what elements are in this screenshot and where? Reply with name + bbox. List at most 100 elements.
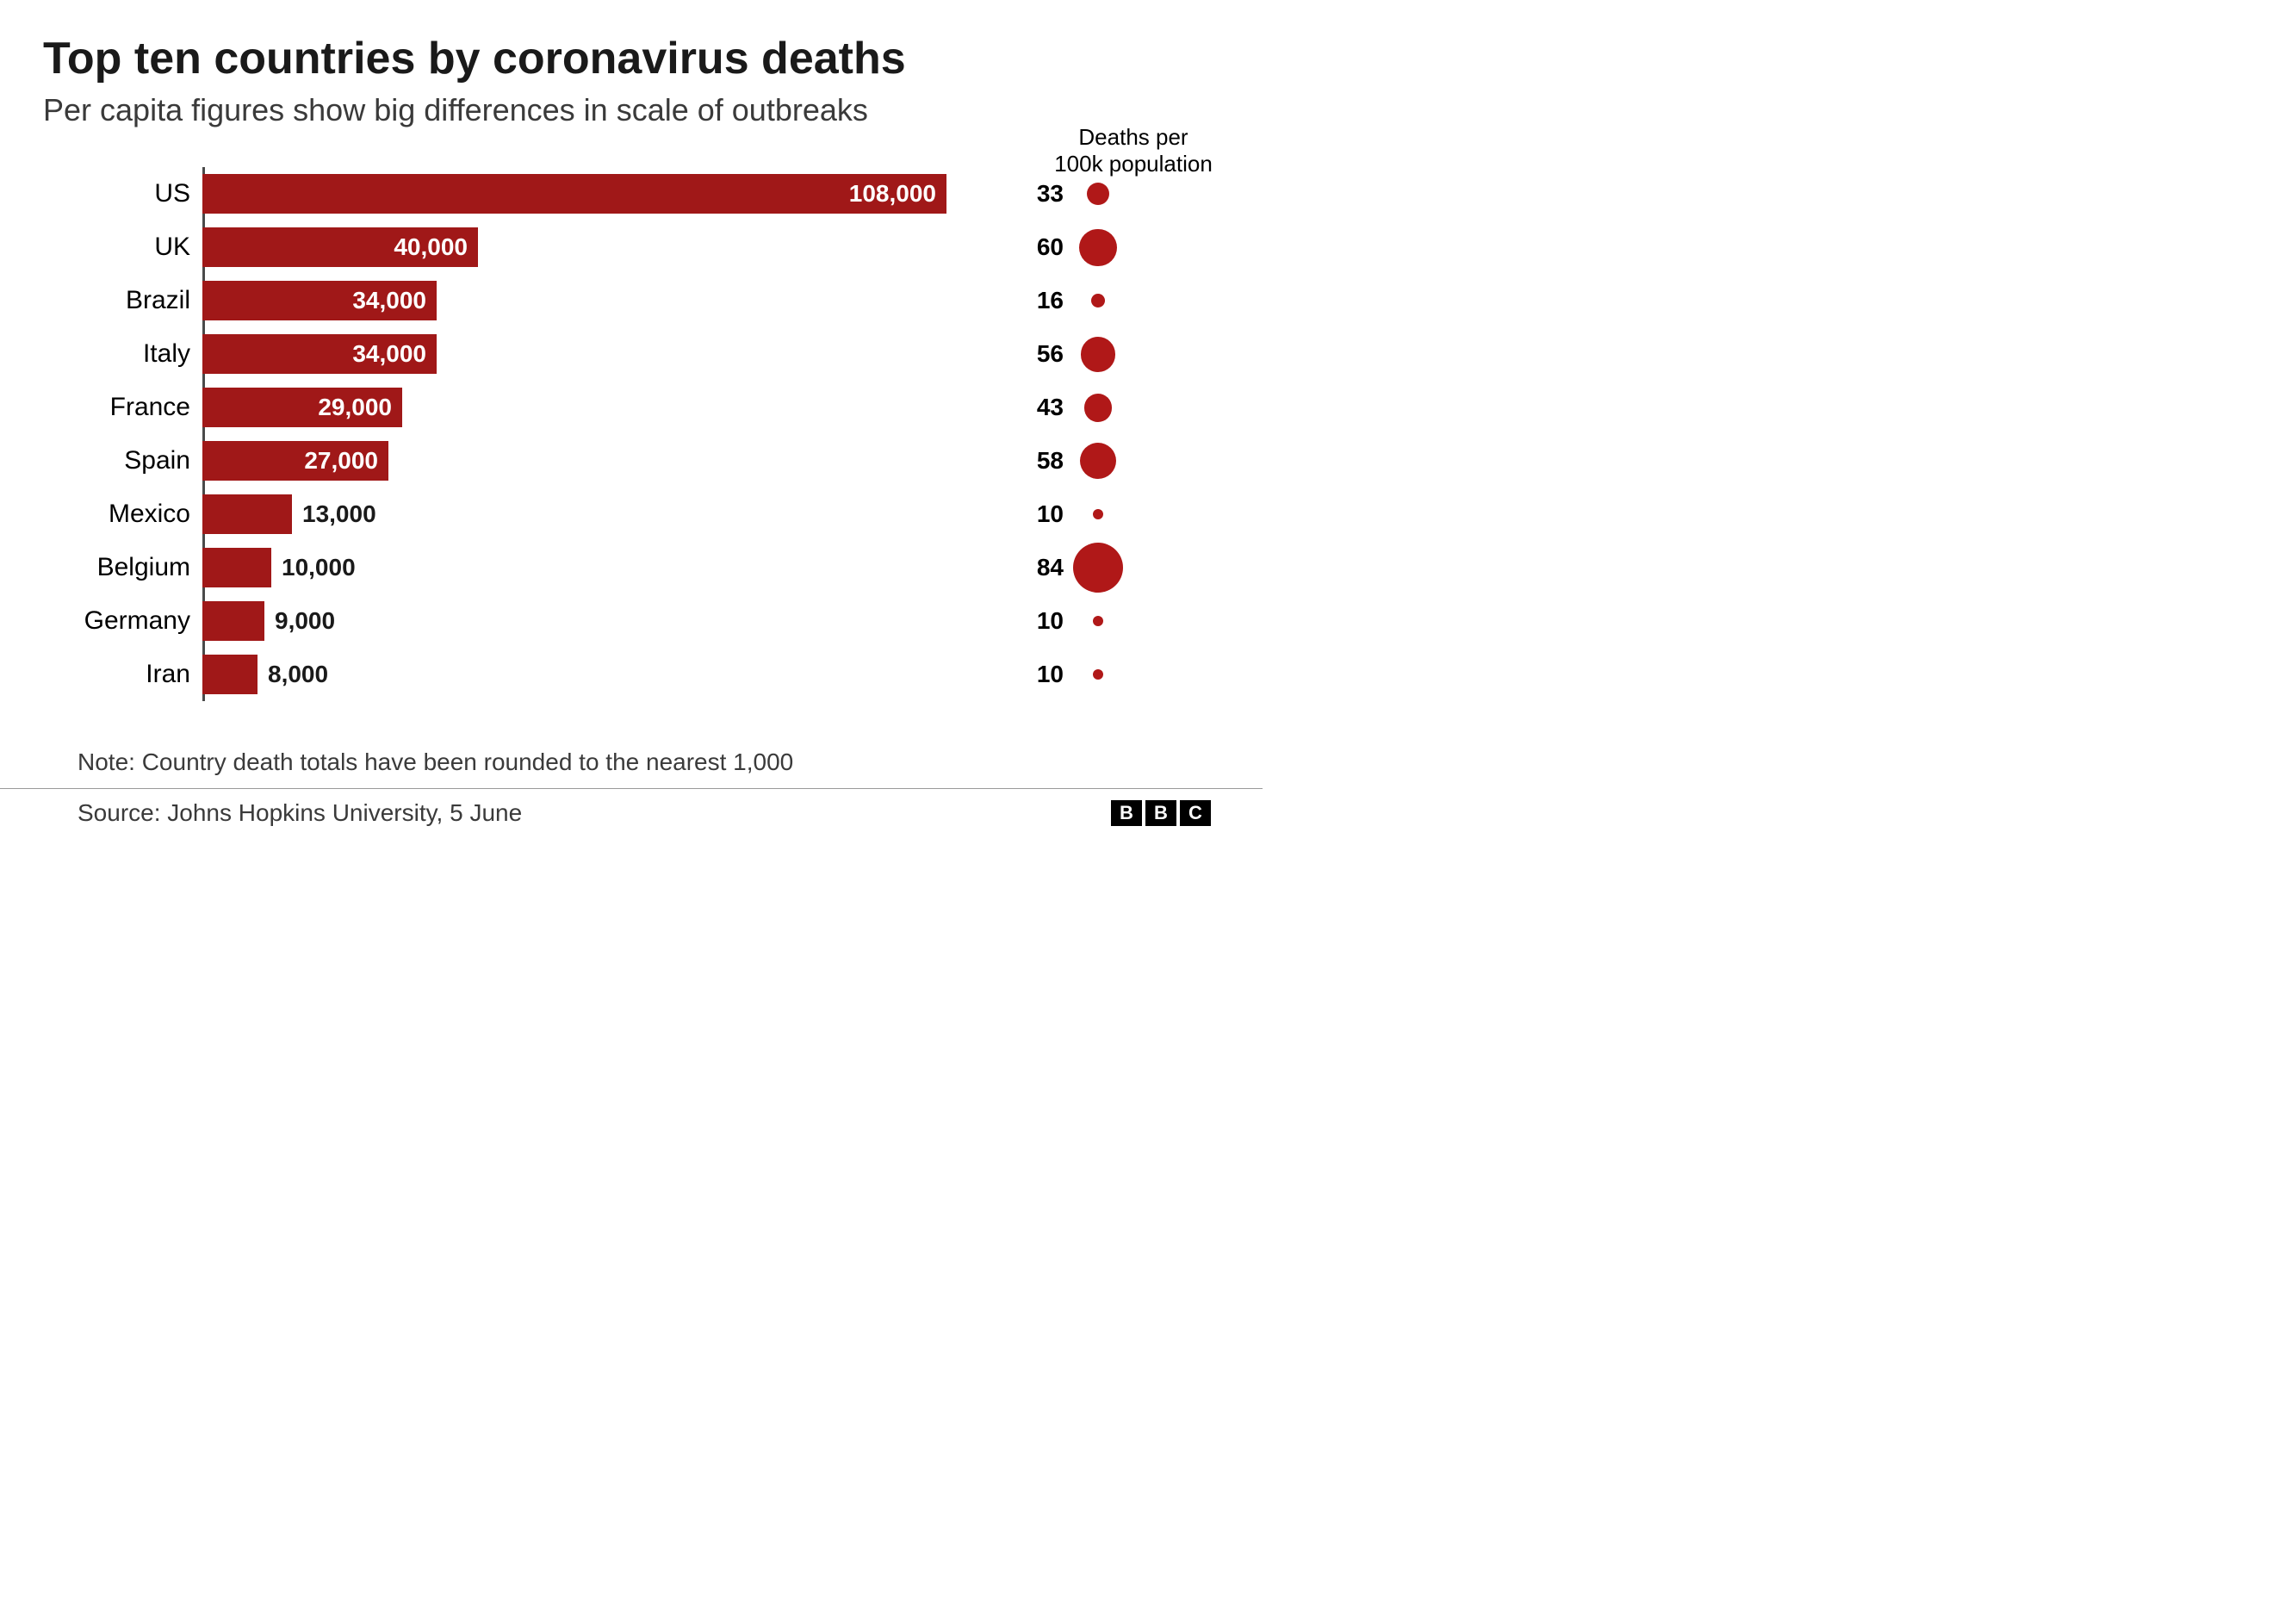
bar-value: 34,000 <box>352 340 426 368</box>
per-capita-dot <box>1080 443 1116 479</box>
per-capita-header-line1: Deaths per <box>1047 124 1219 151</box>
per-capita-value: 84 <box>1037 554 1064 581</box>
chart-footer: Source: Johns Hopkins University, 5 June… <box>34 789 1228 827</box>
country-label: US <box>78 179 202 208</box>
per-capita-dot <box>1087 183 1109 205</box>
country-label: Iran <box>78 660 202 689</box>
bar-track: 34,000 <box>202 327 960 381</box>
per-capita-dot-wrap <box>1072 337 1124 372</box>
bar-track: 34,000 <box>202 274 960 327</box>
bar: 29,000 <box>202 388 402 427</box>
bar-track: 40,000 <box>202 221 960 274</box>
per-capita-cell: 60 <box>960 229 1132 266</box>
per-capita-cell: 10 <box>960 607 1132 635</box>
per-capita-cell: 58 <box>960 443 1132 479</box>
chart-row: Germany 9,000 10 <box>78 594 1219 648</box>
per-capita-cell: 84 <box>960 543 1132 593</box>
per-capita-dot <box>1073 543 1123 593</box>
bar <box>202 655 258 694</box>
per-capita-dot <box>1091 294 1105 307</box>
bar: 40,000 <box>202 227 478 267</box>
bar: 108,000 <box>202 174 946 214</box>
per-capita-value: 10 <box>1037 500 1064 528</box>
per-capita-dot-wrap <box>1072 229 1124 266</box>
chart-area: Deaths per 100k population US108,00033UK… <box>78 167 1219 701</box>
chart-row: Iran 8,000 10 <box>78 648 1219 701</box>
country-label: Italy <box>78 339 202 369</box>
per-capita-value: 33 <box>1037 180 1064 208</box>
country-label: Germany <box>78 606 202 636</box>
chart-row: Brazil 34,000 16 <box>78 274 1219 327</box>
per-capita-value: 16 <box>1037 287 1064 314</box>
per-capita-dot-wrap <box>1072 294 1124 307</box>
country-label: Spain <box>78 446 202 475</box>
country-label: Mexico <box>78 500 202 529</box>
per-capita-value: 58 <box>1037 447 1064 475</box>
bar-value: 27,000 <box>304 447 378 475</box>
bar <box>202 494 292 534</box>
bar-track: 10,000 <box>202 541 960 594</box>
bar: 34,000 <box>202 334 437 374</box>
per-capita-dot <box>1081 337 1116 372</box>
chart-row: France29,00043 <box>78 381 1219 434</box>
bar <box>202 601 264 641</box>
per-capita-cell: 10 <box>960 500 1132 528</box>
bar-value: 13,000 <box>302 500 376 528</box>
bar-value: 29,000 <box>318 394 392 421</box>
bar-track: 29,000 <box>202 381 960 434</box>
per-capita-dot <box>1079 229 1116 266</box>
bar: 34,000 <box>202 281 437 320</box>
per-capita-dot-wrap <box>1072 443 1124 479</box>
chart-note: Note: Country death totals have been rou… <box>78 748 1219 788</box>
bar: 27,000 <box>202 441 388 481</box>
per-capita-value: 10 <box>1037 607 1064 635</box>
chart-row: Spain 27,000 58 <box>78 434 1219 488</box>
per-capita-cell: 33 <box>960 180 1132 208</box>
bar-track: 8,000 <box>202 648 960 701</box>
bar-value: 10,000 <box>282 554 356 581</box>
bbc-logo-box: B <box>1145 800 1176 826</box>
per-capita-cell: 56 <box>960 337 1132 372</box>
chart-title: Top ten countries by coronavirus deaths <box>43 34 1219 84</box>
per-capita-dot-wrap <box>1072 509 1124 519</box>
chart-row: UK 40,000 60 <box>78 221 1219 274</box>
per-capita-cell: 10 <box>960 661 1132 688</box>
per-capita-dot-wrap <box>1072 543 1124 593</box>
per-capita-value: 56 <box>1037 340 1064 368</box>
bar-value: 9,000 <box>275 607 335 635</box>
per-capita-dot <box>1093 509 1103 519</box>
per-capita-dot-wrap <box>1072 616 1124 626</box>
bar-value: 8,000 <box>268 661 328 688</box>
per-capita-dot <box>1084 394 1113 422</box>
per-capita-value: 60 <box>1037 233 1064 261</box>
source-text: Source: Johns Hopkins University, 5 June <box>78 799 522 827</box>
bar-value: 40,000 <box>394 233 468 261</box>
bar-value: 34,000 <box>352 287 426 314</box>
bar-track: 13,000 <box>202 488 960 541</box>
per-capita-dot <box>1093 669 1103 680</box>
bar <box>202 548 271 587</box>
per-capita-dot-wrap <box>1072 183 1124 205</box>
chart-subtitle: Per capita figures show big differences … <box>43 92 1219 128</box>
per-capita-value: 10 <box>1037 661 1064 688</box>
chart-row: Italy 34,000 56 <box>78 327 1219 381</box>
country-label: Brazil <box>78 286 202 315</box>
bbc-logo: B B C <box>1111 800 1211 826</box>
bbc-logo-box: C <box>1180 800 1211 826</box>
per-capita-value: 43 <box>1037 394 1064 421</box>
country-label: Belgium <box>78 553 202 582</box>
chart-row: US 108,000 33 <box>78 167 1219 221</box>
bbc-logo-box: B <box>1111 800 1142 826</box>
chart-row: Belgium 10,000 84 <box>78 541 1219 594</box>
bar-track: 108,000 <box>202 167 960 221</box>
chart-row: Mexico 13,000 10 <box>78 488 1219 541</box>
per-capita-cell: 43 <box>960 394 1132 422</box>
chart-rows: US108,00033UK40,00060Brazil34,00016Italy… <box>78 167 1219 701</box>
bar-track: 27,000 <box>202 434 960 488</box>
per-capita-dot <box>1093 616 1103 626</box>
per-capita-dot-wrap <box>1072 669 1124 680</box>
per-capita-cell: 16 <box>960 287 1132 314</box>
bar-track: 9,000 <box>202 594 960 648</box>
country-label: UK <box>78 233 202 262</box>
bar-value: 108,000 <box>849 180 936 208</box>
